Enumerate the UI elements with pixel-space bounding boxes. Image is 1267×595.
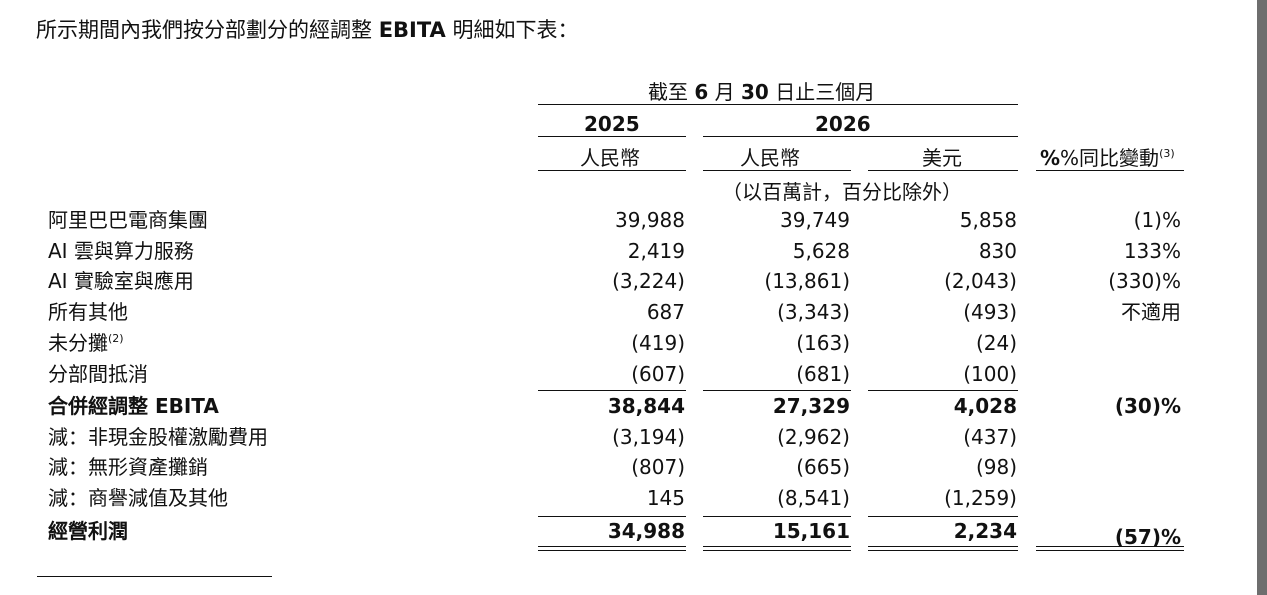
intro-suffix: 明細如下表： — [445, 18, 579, 42]
cell-2025-rmb: 34,988 — [607, 519, 685, 543]
cell-2026-usd: 830 — [978, 239, 1017, 263]
total-rule-2025 — [538, 516, 686, 517]
row-label-text: AI 實驗室與應用 — [48, 269, 194, 293]
currency-rmb-2025: 人民幣 — [580, 146, 640, 170]
cell-2026-rmb: 15,161 — [772, 519, 850, 543]
cell-2025-rmb: 2,419 — [627, 239, 685, 263]
year-2025-underline — [538, 136, 686, 137]
cell-2026-rmb: (163) — [796, 331, 850, 355]
cell-2026-rmb: (8,541) — [777, 486, 850, 510]
intro-emph: EBITA — [378, 18, 446, 42]
cell-yoy: (330)% — [1108, 269, 1181, 293]
footnote-ref: (2) — [108, 332, 124, 345]
row-label: 減：非現金股權激勵費用 — [48, 422, 268, 452]
row-label: 分部間抵消 — [48, 359, 148, 389]
double-rule-2026usd — [868, 546, 1018, 551]
row-label-text: 經營利潤 — [48, 519, 128, 543]
row-label: 阿里巴巴電商集團 — [48, 205, 208, 235]
yoy-header-label: %同比變動 — [1060, 146, 1160, 170]
subtotal-rule-2025 — [538, 390, 686, 391]
row-label: AI 雲與算力服務 — [48, 236, 194, 266]
cell-2026-rmb: (681) — [796, 362, 850, 386]
cur2-underline — [703, 170, 851, 171]
currency-usd-2026: 美元 — [922, 146, 962, 170]
intro-text: 所示期間內我們按分部劃分的經調整 EBITA 明細如下表： — [36, 14, 579, 44]
cell-2026-rmb: 39,749 — [780, 208, 850, 232]
row-label-text: 減：非現金股權激勵費用 — [48, 425, 268, 449]
period-header: 截至 6 月 30 日止三個月 — [648, 80, 876, 104]
row-label: 所有其他 — [48, 297, 128, 327]
cell-2026-usd: (437) — [963, 425, 1017, 449]
row-label-text: 分部間抵消 — [48, 362, 148, 386]
cell-2026-usd: (100) — [963, 362, 1017, 386]
yoy-header: %%同比變動(3) — [1040, 146, 1175, 170]
row-label: 減：無形資產攤銷 — [48, 452, 208, 482]
cell-2026-rmb: 5,628 — [792, 239, 850, 263]
double-rule-2025 — [538, 546, 686, 551]
cell-2026-usd: 5,858 — [959, 208, 1017, 232]
cell-2025-rmb: 38,844 — [607, 394, 685, 418]
cell-2026-rmb: 27,329 — [772, 394, 850, 418]
cell-2026-usd: 2,234 — [953, 519, 1017, 543]
total-rule-2026usd — [868, 516, 1018, 517]
year-2026-underline — [703, 136, 1018, 137]
cell-2025-rmb: (419) — [631, 331, 685, 355]
row-label-text: 所有其他 — [48, 300, 128, 324]
row-label-text: AI 雲與算力服務 — [48, 239, 194, 263]
row-label-text: 阿里巴巴電商集團 — [48, 208, 208, 232]
row-label: 減：商譽減值及其他 — [48, 483, 228, 513]
cell-yoy: 不適用 — [1121, 300, 1181, 324]
cell-2025-rmb: (607) — [631, 362, 685, 386]
cell-yoy: 133% — [1123, 239, 1181, 263]
cell-2025-rmb: (3,194) — [612, 425, 685, 449]
cell-2026-rmb: (13,861) — [764, 269, 850, 293]
cell-2025-rmb: 145 — [646, 486, 685, 510]
row-label: 經營利潤 — [48, 516, 128, 546]
cell-2026-rmb: (2,962) — [777, 425, 850, 449]
cell-2026-rmb: (3,343) — [777, 300, 850, 324]
cell-2025-rmb: (807) — [631, 455, 685, 479]
row-label-text: 減：商譽減值及其他 — [48, 486, 228, 510]
currency-rmb-2026: 人民幣 — [740, 146, 800, 170]
row-label: 未分攤(2) — [48, 328, 124, 358]
unit-note: （以百萬計，百分比除外） — [722, 180, 962, 204]
footnote-separator — [37, 576, 272, 577]
cell-2026-rmb: (665) — [796, 455, 850, 479]
subtotal-rule-2026rmb — [703, 390, 851, 391]
row-label-text: 合併經調整 EBITA — [48, 394, 219, 418]
year-2025: 2025 — [584, 112, 640, 136]
total-rule-2026rmb — [703, 516, 851, 517]
double-rule-2026rmb — [703, 546, 851, 551]
cell-yoy: (1)% — [1133, 208, 1181, 232]
year-2026: 2026 — [815, 112, 871, 136]
cell-2026-usd: (98) — [975, 455, 1017, 479]
cell-2026-usd: (24) — [975, 331, 1017, 355]
period-underline — [538, 104, 1018, 105]
cell-2026-usd: (1,259) — [944, 486, 1017, 510]
cell-2025-rmb: 687 — [646, 300, 685, 324]
cell-2025-rmb: (3,224) — [612, 269, 685, 293]
row-label: AI 實驗室與應用 — [48, 266, 194, 296]
yoy-footnote-ref: (3) — [1159, 147, 1175, 160]
window-edge-strip — [1257, 0, 1267, 595]
cur3-underline — [868, 170, 1018, 171]
cur1-underline — [538, 170, 686, 171]
cell-2026-usd: 4,028 — [953, 394, 1017, 418]
intro-prefix: 所示期間內我們按分部劃分的經調整 — [36, 18, 379, 42]
yoy-underline — [1036, 170, 1184, 171]
row-label: 合併經調整 EBITA — [48, 391, 219, 421]
row-label-text: 未分攤 — [48, 331, 108, 355]
row-label-text: 減：無形資產攤銷 — [48, 455, 208, 479]
subtotal-rule-2026usd — [868, 390, 1018, 391]
cell-2025-rmb: 39,988 — [615, 208, 685, 232]
cell-yoy: (30)% — [1114, 394, 1181, 418]
cell-yoy: (57)% — [1114, 525, 1181, 549]
double-rule-yoy — [1036, 546, 1184, 551]
cell-2026-usd: (493) — [963, 300, 1017, 324]
cell-2026-usd: (2,043) — [944, 269, 1017, 293]
